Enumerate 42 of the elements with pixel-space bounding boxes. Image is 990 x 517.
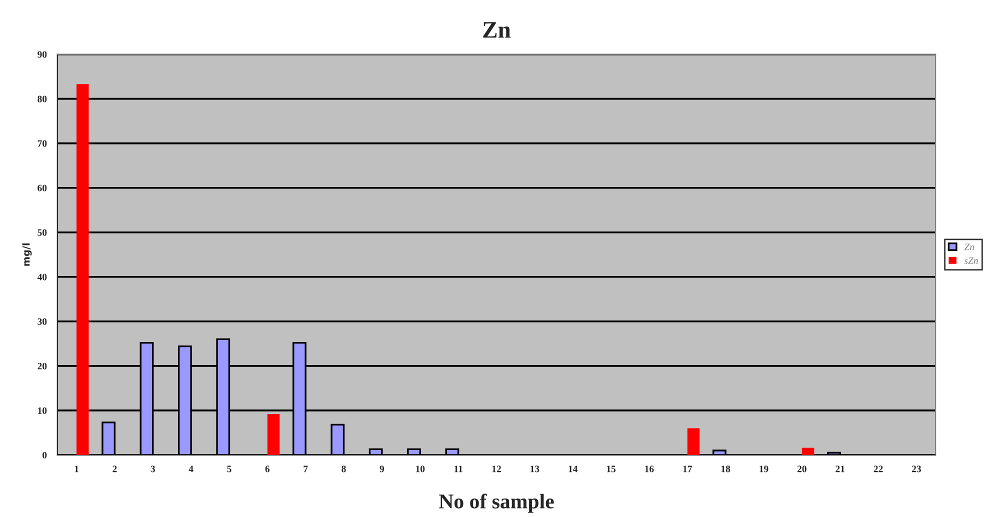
x-tick-label: 15 [606,466,616,472]
x-tick-label: 17 [683,466,692,472]
y-tick-label: 30 [38,318,47,325]
y-axis-title: mg/l [22,243,32,266]
bar [687,428,700,455]
y-tick-label: 10 [38,407,47,414]
x-tick-label: 18 [721,466,730,472]
chart-title: Zn [483,22,511,38]
bar [267,414,280,455]
x-tick-label: 12 [492,466,501,472]
x-tick-label: 13 [530,466,540,472]
x-tick-label: 21 [836,466,844,472]
x-tick-label: 14 [568,466,578,472]
bar [76,84,89,455]
x-tick-label: 19 [760,466,768,472]
y-tick-label: 0 [42,452,47,458]
x-tick-label: 16 [645,466,654,472]
x-tick-label: 2 [112,466,117,472]
y-tick-label: 80 [38,96,47,102]
legend-label: sZn [964,257,978,264]
x-tick-label: 23 [912,466,921,472]
x-tick-label: 22 [874,466,883,472]
x-axis-title: No of sample [439,494,554,513]
x-tick-label: 9 [380,466,384,472]
x-tick-label: 6 [265,466,270,472]
y-tick-label: 60 [38,184,47,192]
y-tick-label: 20 [38,362,47,370]
x-tick-label: 1 [74,466,78,472]
bar [802,448,814,455]
y-tick-label: 40 [37,274,47,280]
x-tick-label: 7 [304,466,308,472]
x-tick-label: 10 [416,466,425,472]
y-tick-label: 70 [38,140,47,147]
x-tick-label: 8 [342,466,346,472]
x-tick-label: 20 [797,466,806,472]
x-tick-label: 11 [454,466,462,472]
x-tick-label: 4 [188,466,194,472]
x-tick-label: 3 [150,466,155,472]
x-tick-label: 5 [227,466,232,472]
y-tick-label: 50 [38,229,47,236]
legend-label: Zn [964,244,974,250]
y-tick-label: 90 [38,51,47,58]
